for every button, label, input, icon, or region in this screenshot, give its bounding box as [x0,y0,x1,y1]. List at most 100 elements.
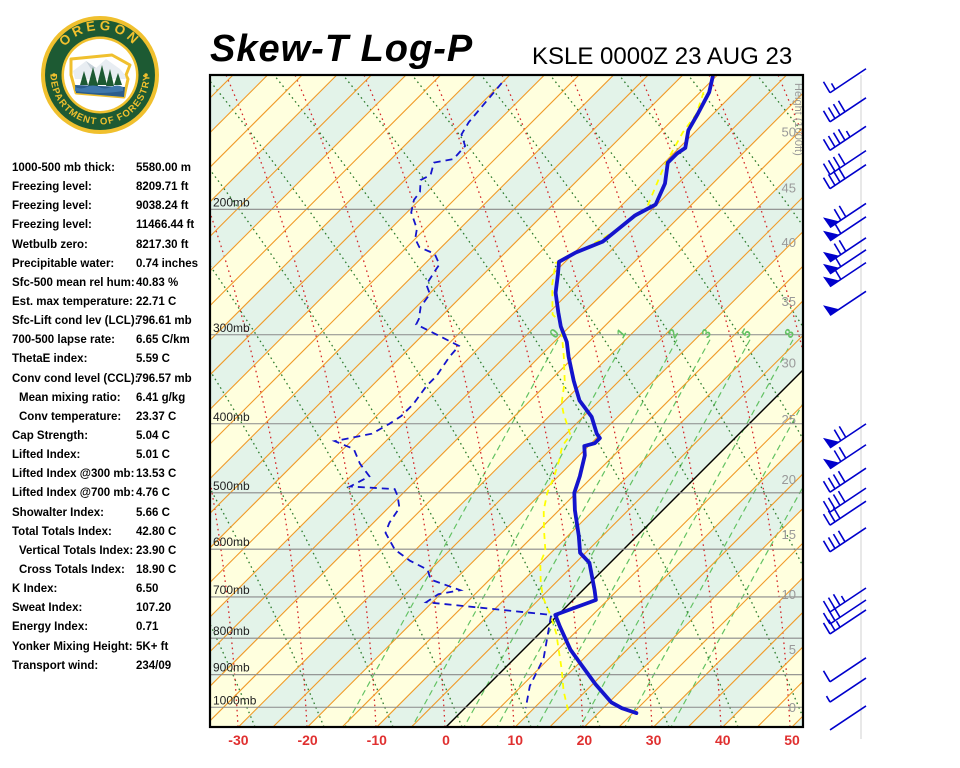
index-label: Lifted Index @300 mb: [12,468,135,481]
agency-logo-icon: OREGON DEPARTMENT OF FORESTRY [41,16,159,134]
index-value: 8217.30 ft [136,238,189,251]
wind-barb-icon [822,587,867,613]
index-label: Freezing level: [12,200,92,213]
index-value: 5580.00 m [136,162,191,174]
index-label: Freezing level: [12,181,92,194]
freezing-isotherm-line [446,370,802,726]
temperature-trace [553,76,715,715]
wind-barb-icon [823,237,867,263]
pressure-label: 600mb [213,535,250,549]
station-datetime-title: KSLE 0000Z 23 AUG 23 [532,43,793,70]
index-label: Sweat Index: [12,602,83,615]
wind-barb-icon [822,164,867,190]
wind-barb-icon [822,149,867,176]
index-label: Mean mixing ratio: [19,391,121,404]
logo-state-emblem [69,53,132,99]
index-label: ThetaE index: [12,353,88,366]
index-label: Sfc-500 mean rel hum: [12,276,135,289]
index-label: Cross Totals Index: [19,563,125,576]
height-axis-title: Height (1000ft) [792,83,804,156]
index-value: 0.74 inches [136,257,199,270]
index-value: 796.57 mb [136,372,192,385]
index-value: 5.01 C [136,449,170,462]
wind-barb-column [822,68,867,731]
plot-border [208,73,805,729]
index-value: 0.71 [136,621,159,634]
wind-barb-icon [823,202,867,229]
index-value: 5.04 C [136,429,170,442]
index-value: 23.37 C [136,410,177,423]
index-label: Showalter Index: [12,506,105,519]
wind-barb-icon [829,705,867,731]
index-label: Est. max temperature: [12,295,133,308]
index-value: 9038.24 ft [136,200,189,213]
index-value: 42.80 C [136,525,177,538]
index-value: 6.41 g/kg [136,391,186,404]
index-value: 13.53 C [136,468,177,481]
height-label: 10 [782,587,796,602]
plot-area: 0 1 2 3 5 8200mb300mb400mb500mb600mb700mb800m… [211,76,804,726]
index-value: 11466.44 ft [136,219,195,232]
wind-barb-icon [822,657,867,683]
temp-axis-label: 50 [784,732,800,748]
index-value: 234/09 [136,659,172,672]
index-label: K Index: [12,583,58,596]
index-value: 5K+ ft [136,640,169,653]
temp-axis-label: 40 [715,732,731,748]
index-label: Wetbulb zero: [12,238,88,251]
wind-barb-icon [825,677,867,703]
index-value: 6.65 C/km [136,334,190,347]
temp-axis-label: 30 [646,732,662,748]
pressure-label: 1000mb [213,693,257,707]
wind-barb-icon [822,97,867,123]
height-label: 50 [782,124,796,139]
wind-barb-icon [822,609,867,635]
temp-axis-label: -30 [228,732,248,748]
index-label: 1000-500 mb thick: [12,162,115,174]
index-value: 18.90 C [136,563,177,576]
temp-axis-label: 10 [507,732,523,748]
wind-barb-icon [822,500,867,526]
index-label: Conv cond level (CCL): [12,372,139,385]
index-label: Energy Index: [12,621,89,634]
wind-barb-icon [822,487,867,513]
wind-barb-icon [822,527,867,553]
index-label: Conv temperature: [19,410,122,423]
index-label: Lifted Index @700 mb: [12,487,135,500]
index-value: 40.83 % [136,276,179,289]
index-label: Yonker Mixing Height: [12,640,133,653]
temp-axis-label: -20 [297,732,317,748]
pressure-label: 300mb [213,321,250,335]
index-value: 23.90 C [136,544,177,557]
index-label: Cap Strength: [12,429,89,442]
index-label: Vertical Totals Index: [19,544,134,557]
height-label: 35 [782,294,796,309]
index-value: 8209.71 ft [136,181,189,194]
height-label: 0 [789,700,796,715]
index-label: Lifted Index: [12,449,81,462]
height-label: 25 [782,412,796,427]
wind-barb-icon [823,261,867,288]
height-label: 5 [789,642,796,657]
pressure-label: 400mb [213,410,250,424]
index-value: 22.71 C [136,295,177,308]
index-value: 796.61 mb [136,315,192,328]
index-value: 6.50 [136,583,159,596]
height-label: 40 [782,235,796,250]
wind-barb-icon [823,216,867,242]
index-value: 5.59 C [136,353,170,366]
pressure-label: 800mb [213,624,250,638]
index-label: Transport wind: [12,659,99,672]
height-label: 20 [782,472,796,487]
wind-barb-icon [823,444,867,470]
height-label: 15 [782,527,796,542]
index-value: 4.76 C [136,487,170,500]
pressure-label: 900mb [213,661,250,675]
index-label: 700-500 lapse rate: [12,334,115,347]
wind-barb-icon [823,290,867,316]
index-label: Freezing level: [12,219,92,232]
height-label: 30 [782,355,796,370]
wind-barb-icon [822,68,867,94]
